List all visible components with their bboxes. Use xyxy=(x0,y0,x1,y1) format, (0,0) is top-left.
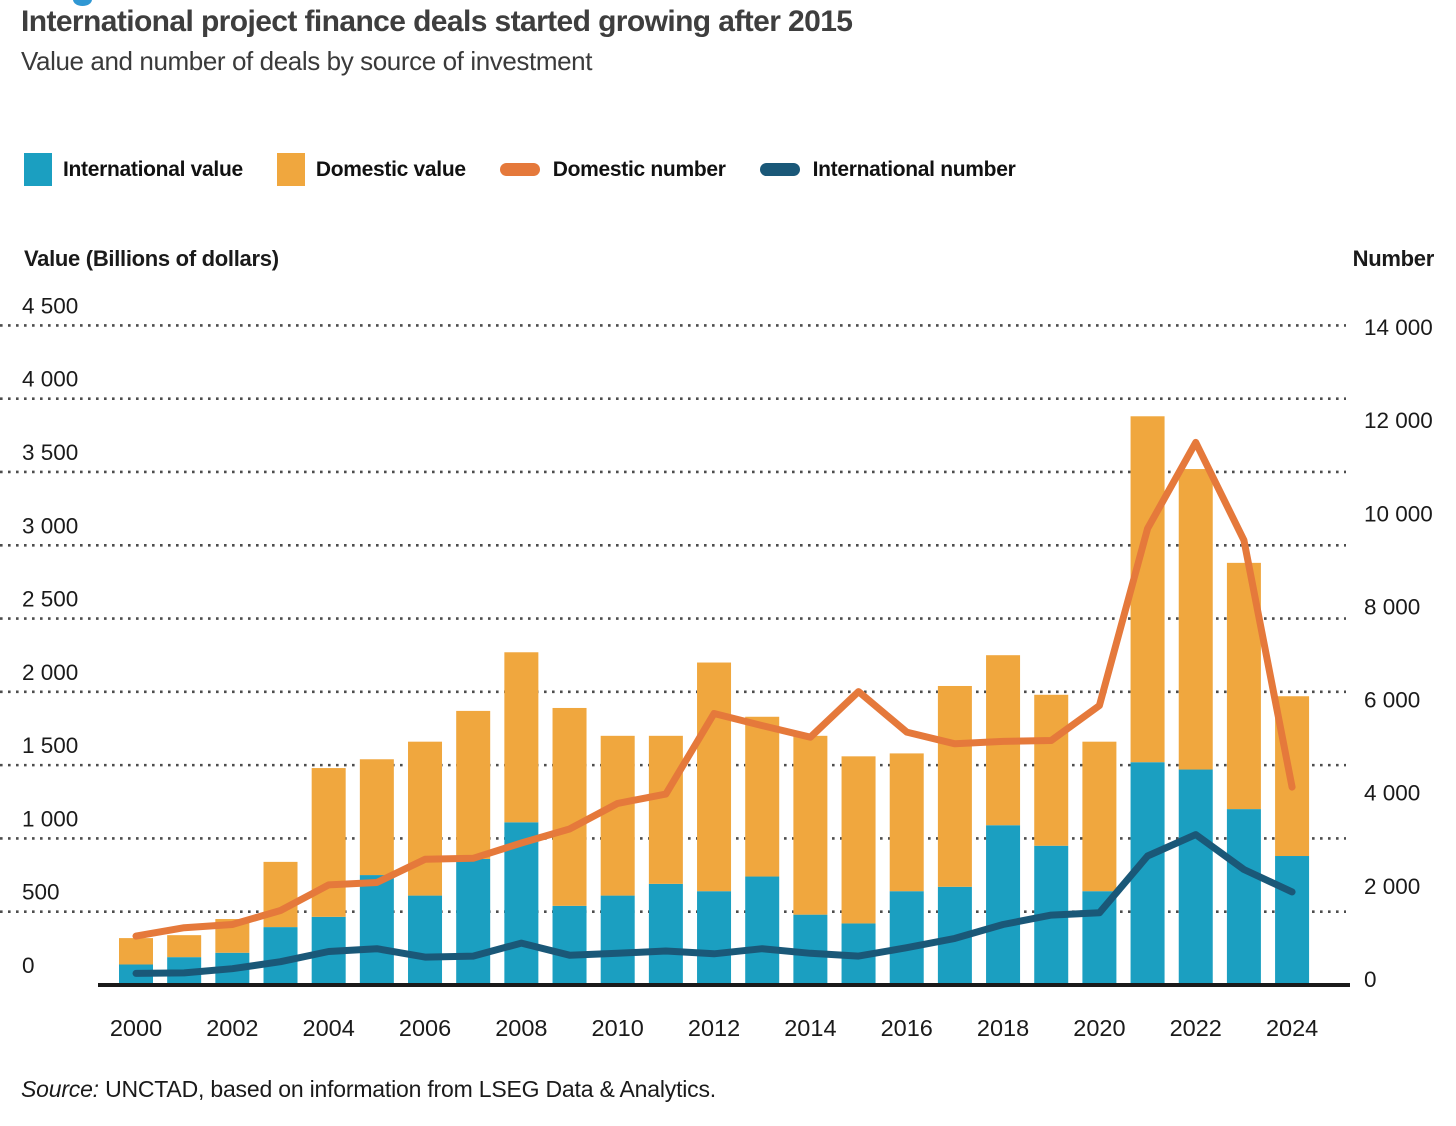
x-axis-line xyxy=(98,983,1350,987)
x-axis-tick-label: 2022 xyxy=(1170,1015,1222,1041)
x-axis-tick-label: 2016 xyxy=(881,1015,933,1041)
x-axis-tick-label: 2010 xyxy=(592,1015,644,1041)
left-axis-title: Value (Billions of dollars) xyxy=(24,246,279,271)
right-axis-tick-label: 10 000 xyxy=(1364,501,1433,526)
bar-international-value-2010 xyxy=(600,895,635,985)
bar-international-value-2013 xyxy=(745,876,780,985)
x-axis-tick-label: 2006 xyxy=(399,1015,451,1041)
figure-number-fragment xyxy=(73,0,92,6)
international-number-line-icon xyxy=(759,163,800,176)
international-value-swatch-icon xyxy=(24,153,52,186)
left-axis-tick-label: 2 000 xyxy=(22,660,78,685)
bar-international-value-2006 xyxy=(408,895,443,985)
x-axis-tick-label: 2000 xyxy=(110,1015,162,1041)
bar-domestic-value-2012 xyxy=(697,662,732,892)
bar-domestic-value-2019 xyxy=(1034,694,1069,846)
bar-domestic-value-2014 xyxy=(793,735,828,915)
legend-item-international-number: International number xyxy=(759,157,1016,182)
bar-international-value-2011 xyxy=(648,883,683,985)
bar-international-value-2005 xyxy=(359,875,394,985)
bar-international-value-2023 xyxy=(1226,809,1261,985)
legend-label: Domestic number xyxy=(552,157,726,181)
bar-international-value-2022 xyxy=(1178,769,1213,985)
x-axis-tick-label: 2008 xyxy=(495,1015,547,1041)
x-axis-tick-label: 2024 xyxy=(1266,1015,1318,1041)
chart-title: International project finance deals star… xyxy=(21,5,853,38)
left-axis-tick-label: 0 xyxy=(22,953,35,978)
x-axis-tick-label: 2014 xyxy=(784,1015,836,1041)
source-note: Source: UNCTAD, based on information fro… xyxy=(21,1076,716,1103)
right-axis-title: Number xyxy=(1352,246,1435,271)
left-axis-tick-label: 4 000 xyxy=(22,367,78,392)
left-axis-tick-label: 4 500 xyxy=(22,293,78,318)
right-axis-tick-label: 0 xyxy=(1364,967,1377,992)
bar-international-value-2009 xyxy=(552,905,587,985)
right-axis-tick-label: 2 000 xyxy=(1364,874,1420,899)
x-axis-tick-label: 2002 xyxy=(206,1015,258,1041)
legend-item-international-value: International value xyxy=(24,153,243,186)
bar-domestic-value-2001 xyxy=(167,935,202,958)
bar-domestic-value-2000 xyxy=(119,938,153,965)
line-international-number xyxy=(132,831,1296,977)
bar-domestic-value-2008 xyxy=(504,652,539,823)
bar-international-value-2012 xyxy=(697,891,732,985)
source-text: UNCTAD, based on information from LSEG D… xyxy=(98,1076,716,1102)
line-domestic-number xyxy=(132,438,1296,940)
right-axis-tick-label: 6 000 xyxy=(1364,688,1420,713)
bar-domestic-value-2009 xyxy=(552,707,587,906)
domestic-number-line-icon xyxy=(499,163,540,176)
right-axis-tick-label: 4 000 xyxy=(1364,781,1420,806)
left-axis-tick-label: 3 500 xyxy=(22,440,78,465)
x-axis-tick-label: 2018 xyxy=(977,1015,1029,1041)
chart-subtitle: Value and number of deals by source of i… xyxy=(21,46,593,76)
bar-international-value-2016 xyxy=(889,891,924,985)
legend-label: International number xyxy=(812,157,1016,181)
legend: International value Domestic value Domes… xyxy=(24,153,1049,186)
bar-international-value-2018 xyxy=(986,825,1021,985)
legend-item-domestic-number: Domestic number xyxy=(499,157,726,182)
bar-domestic-value-2016 xyxy=(889,753,924,892)
left-axis-tick-label: 2 500 xyxy=(22,587,78,612)
legend-label: International value xyxy=(63,157,243,181)
left-axis-tick-label: 500 xyxy=(22,880,60,905)
legend-item-domestic-value: Domestic value xyxy=(276,153,466,186)
bar-domestic-value-2006 xyxy=(408,741,443,896)
bar-domestic-value-2022 xyxy=(1178,469,1213,770)
bar-domestic-value-2011 xyxy=(648,735,683,884)
x-axis-tick-label: 2004 xyxy=(303,1015,355,1041)
left-axis-tick-label: 1 000 xyxy=(22,806,78,831)
bar-domestic-value-2021 xyxy=(1130,416,1165,763)
legend-label: Domestic value xyxy=(315,157,466,181)
right-axis-tick-label: 14 000 xyxy=(1364,315,1433,340)
left-axis-tick-label: 1 500 xyxy=(22,733,78,758)
bar-domestic-value-2015 xyxy=(841,756,876,924)
x-axis-tick-label: 2020 xyxy=(1073,1015,1125,1041)
bar-international-value-2020 xyxy=(1082,891,1117,985)
bar-domestic-value-2010 xyxy=(600,735,635,896)
bar-domestic-value-2020 xyxy=(1082,741,1117,892)
right-axis-tick-label: 12 000 xyxy=(1364,408,1433,433)
source-prefix: Source: xyxy=(21,1076,99,1102)
left-axis-tick-label: 3 000 xyxy=(22,513,78,538)
bar-international-value-2007 xyxy=(456,858,491,985)
x-axis-tick-label: 2012 xyxy=(688,1015,740,1041)
bar-domestic-value-2007 xyxy=(456,710,491,859)
bar-domestic-value-2017 xyxy=(937,685,972,887)
bar-domestic-value-2013 xyxy=(745,716,780,877)
bar-international-value-2024 xyxy=(1275,856,1310,985)
right-axis-tick-label: 8 000 xyxy=(1364,594,1420,619)
bar-domestic-value-2005 xyxy=(359,759,394,876)
domestic-value-swatch-icon xyxy=(276,153,305,186)
